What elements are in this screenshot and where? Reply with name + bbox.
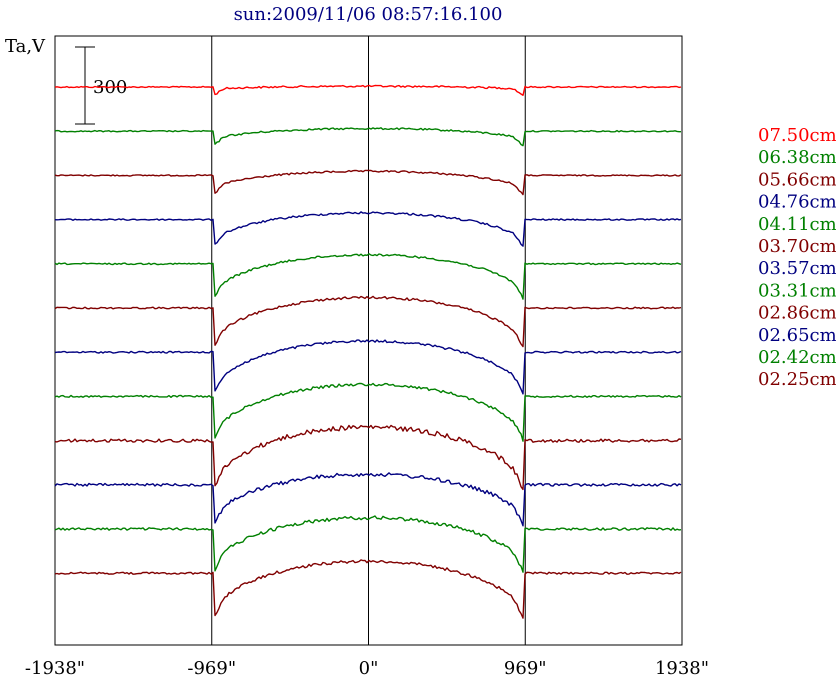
legend-entry: 06.38cm <box>758 147 836 168</box>
legend-entry: 02.25cm <box>758 369 836 390</box>
series-line-06.38cm <box>54 127 681 147</box>
x-tick-label: 0" <box>359 658 379 679</box>
legend-entry: 07.50cm <box>758 125 836 146</box>
x-tick-label: -1938" <box>25 658 85 679</box>
legend-entry: 03.31cm <box>758 280 836 301</box>
y-axis-label: Ta,V <box>5 36 46 57</box>
series-line-03.31cm <box>54 382 682 442</box>
series-line-02.25cm <box>54 559 682 619</box>
series-line-03.70cm <box>54 295 682 348</box>
series-line-02.86cm <box>54 424 682 491</box>
legend-entry: 05.66cm <box>758 169 836 190</box>
legend-entry: 04.11cm <box>758 214 836 235</box>
legend-entry: 03.70cm <box>758 236 836 257</box>
series-line-03.57cm <box>54 339 682 395</box>
series-line-04.11cm <box>54 253 682 300</box>
series-line-02.65cm <box>54 472 682 527</box>
series-line-02.42cm <box>54 515 682 573</box>
series-line-07.50cm <box>54 84 682 97</box>
legend-entry: 02.42cm <box>758 347 836 368</box>
x-tick-label: 969" <box>504 658 547 679</box>
legend-entry: 02.65cm <box>758 325 836 346</box>
x-tick-label: -969" <box>187 658 236 679</box>
legend-entry: 02.86cm <box>758 303 836 324</box>
series-line-04.76cm <box>54 211 682 247</box>
chart-title: sun:2009/11/06 08:57:16.100 <box>234 4 503 25</box>
scale-bar: 300 <box>75 46 127 125</box>
legend-entry: 04.76cm <box>758 192 836 213</box>
x-tick-label: 1938" <box>655 658 709 679</box>
legend-entry: 03.57cm <box>758 258 836 279</box>
series-line-05.66cm <box>54 169 682 196</box>
